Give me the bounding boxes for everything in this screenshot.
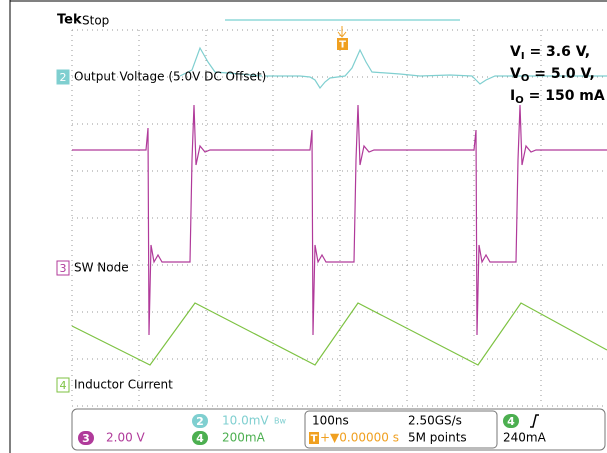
- readout: 100ns: [312, 414, 349, 428]
- ch3-trace: [72, 104, 607, 336]
- channel-labels: 2 Output Voltage (5.0V DC Offset) 3 SW Node…: [56, 69, 266, 393]
- symbol: I: [510, 88, 515, 104]
- channel-badge-number: 4: [507, 415, 515, 428]
- channel-badge: [192, 414, 208, 428]
- trigger-marker: T: [339, 40, 346, 51]
- symbol: V: [510, 44, 521, 60]
- readout: 200mA: [222, 431, 266, 445]
- readout: 240mA: [503, 431, 547, 445]
- subscript: O: [521, 73, 530, 84]
- readout: Bw: [274, 417, 286, 426]
- readout: 2.00 V: [106, 431, 146, 445]
- channel-label: SW Node: [74, 261, 129, 275]
- annotations: VI = 3.6 V,VO = 5.0 V,IO = 150 mA: [510, 44, 605, 106]
- channel-badge: [503, 414, 519, 428]
- annotation-text: = 5.0 V,: [529, 66, 595, 82]
- readout: 5M points: [408, 431, 467, 445]
- status-bar: [71, 408, 606, 451]
- annotation-text: = 150 mA: [524, 88, 605, 104]
- readout: 2.50GS/s: [408, 414, 462, 428]
- timebase-box: [304, 410, 498, 449]
- readout: +▼0.00000 s: [320, 431, 399, 445]
- annotation: VI = 3.6 V,: [510, 44, 590, 62]
- annotation-text: = 3.6 V,: [525, 44, 591, 60]
- channel-badge-number: 2: [196, 415, 204, 428]
- subscript: O: [515, 95, 524, 106]
- channel-marker: [56, 69, 70, 85]
- ch2-trace: [179, 46, 607, 90]
- brand: Tek: [57, 13, 82, 28]
- trigger-marker-bg: [337, 38, 348, 50]
- ch4-trace: [71, 302, 607, 366]
- channel-badge-number: 4: [196, 432, 204, 445]
- channel-badge: [78, 431, 94, 445]
- trigger-slope: [530, 414, 539, 428]
- channel-number: 4: [60, 379, 67, 392]
- trigger-icon-bg: [309, 432, 319, 444]
- channel-marker: [56, 260, 70, 276]
- symbol: V: [510, 66, 521, 82]
- channel-badge-number: 3: [82, 432, 90, 445]
- status-readouts: 2 10.0mV Bw 3 2.00 V 4 200mA 100ns 2.50GS/s T +▼0.…: [78, 414, 547, 445]
- channel-label: Output Voltage (5.0V DC Offset): [74, 70, 266, 84]
- annotation: VO = 5.0 V,: [510, 66, 595, 84]
- annotation: IO = 150 mA: [510, 88, 605, 106]
- channel-marker: [56, 377, 70, 393]
- graticule: [71, 29, 607, 407]
- readout: 10.0mV: [222, 414, 269, 428]
- channel-number: 2: [60, 71, 67, 84]
- channel-number: 3: [60, 262, 67, 275]
- readout: T: [311, 434, 318, 445]
- channel-label: Inductor Current: [74, 378, 173, 392]
- subscript: I: [521, 51, 525, 62]
- run-status: Stop: [82, 14, 109, 28]
- channel-badge: [192, 431, 208, 445]
- trigger-arrow: [337, 26, 347, 38]
